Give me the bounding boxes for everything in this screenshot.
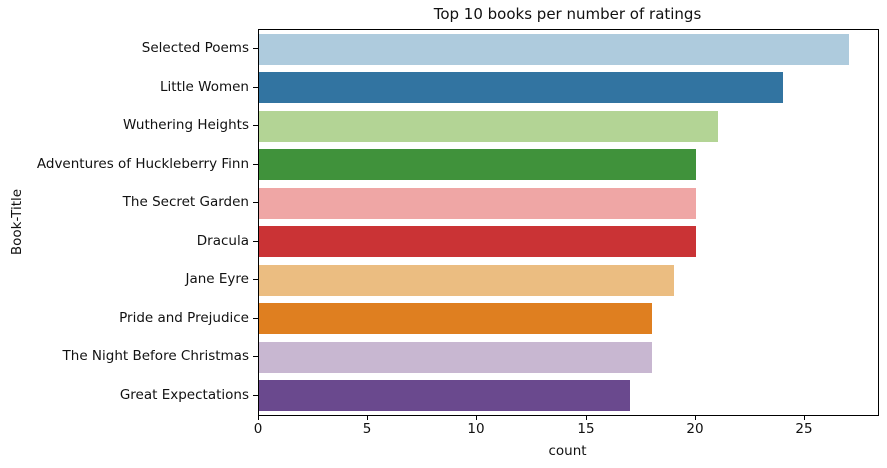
y-tick-mark <box>253 318 258 319</box>
x-tick-mark <box>804 415 805 420</box>
bar <box>259 72 784 104</box>
y-tick-mark <box>253 202 258 203</box>
x-tick-mark <box>258 415 259 420</box>
y-tick-label: Dracula <box>196 232 249 249</box>
x-tick-mark <box>367 415 368 420</box>
y-tick-label: Little Women <box>159 78 249 95</box>
x-tick-label: 10 <box>467 421 485 437</box>
y-tick-label: The Secret Garden <box>122 194 249 211</box>
bar <box>259 110 718 142</box>
y-tick-mark <box>253 125 258 126</box>
bar <box>259 303 653 335</box>
y-tick-mark <box>253 48 258 49</box>
chart-title: Top 10 books per number of ratings <box>433 5 702 23</box>
y-tick-label: Wuthering Heights <box>123 117 249 134</box>
x-tick-label: 0 <box>253 421 263 437</box>
y-tick-mark <box>253 395 258 396</box>
y-tick-mark <box>253 241 258 242</box>
bar <box>259 226 696 258</box>
x-tick-label: 5 <box>362 421 372 437</box>
bar <box>259 341 653 373</box>
y-tick-mark <box>253 356 258 357</box>
y-tick-label: Jane Eyre <box>185 271 250 288</box>
y-tick-mark <box>253 279 258 280</box>
y-tick-label: The Night Before Christmas <box>62 348 249 365</box>
x-tick-mark <box>586 415 587 420</box>
bar <box>259 33 849 65</box>
y-tick-mark <box>253 164 258 165</box>
y-axis-label: Book-Title <box>9 188 25 256</box>
y-tick-mark <box>253 87 258 88</box>
y-tick-label: Selected Poems <box>141 40 249 57</box>
plot-area <box>258 29 879 416</box>
bar <box>259 187 696 219</box>
x-tick-mark <box>695 415 696 420</box>
y-tick-label: Pride and Prejudice <box>119 309 249 326</box>
x-tick-mark <box>476 415 477 420</box>
x-tick-label: 20 <box>686 421 704 437</box>
x-tick-label: 15 <box>577 421 595 437</box>
y-tick-label: Great Expectations <box>119 386 249 403</box>
bar <box>259 380 631 412</box>
bar <box>259 149 696 181</box>
x-axis-label: count <box>548 443 587 459</box>
bar <box>259 264 674 296</box>
y-tick-label: Adventures of Huckleberry Finn <box>36 155 249 172</box>
x-tick-label: 25 <box>795 421 813 437</box>
